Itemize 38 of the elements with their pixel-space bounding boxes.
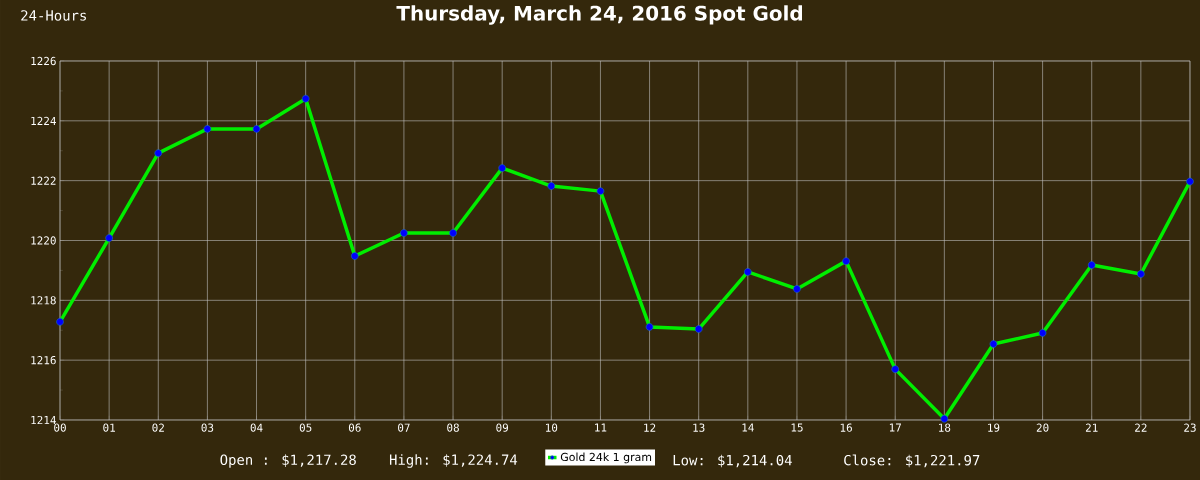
x-tick-label: 22 (1135, 423, 1147, 432)
x-tick-label: 15 (791, 423, 803, 432)
legend-label: Gold 24k 1 gram (560, 452, 652, 464)
y-tick-label: 1222 (31, 176, 56, 185)
x-tick-label: 18 (939, 423, 951, 432)
x-tick-label: 00 (54, 423, 66, 432)
x-tick-label: 03 (201, 423, 214, 432)
text: Low: $1,214.04 (673, 454, 792, 468)
x-tick-label: 23 (1184, 423, 1196, 432)
chart-title: Thursday, March 24, 2016 Spot Gold (396, 5, 802, 25)
x-tick-label: 02 (152, 423, 164, 432)
x-tick-label: 12 (644, 423, 656, 432)
text: Close: $1,221.97 (844, 454, 980, 468)
x-tick-label: 13 (693, 423, 705, 432)
x-tick-label: 08 (447, 423, 459, 432)
text: 24-Hours (21, 10, 86, 21)
text: High: $1,224.74 (389, 454, 518, 468)
x-tick-label: 17 (889, 423, 901, 432)
x-tick-label: 21 (1085, 423, 1098, 432)
x-tick-label: 01 (103, 423, 115, 432)
x-tick-label: 20 (1036, 423, 1049, 432)
y-tick-label: 1224 (31, 116, 56, 125)
x-tick-label: 05 (299, 423, 312, 432)
text: Open : $1,217.28 (220, 454, 356, 468)
x-tick-label: 16 (840, 423, 852, 432)
x-tick-label: 14 (742, 423, 754, 432)
y-tick-label: 1216 (31, 356, 56, 365)
x-tick-label: 07 (398, 423, 410, 432)
y-tick-label: 1218 (31, 296, 56, 305)
x-tick-label: 04 (250, 423, 263, 432)
y-tick-label: 1214 (31, 415, 56, 425)
x-tick-label: 06 (348, 423, 361, 432)
x-tick-label: 10 (546, 423, 558, 432)
x-tick-label: 11 (595, 423, 607, 432)
y-tick-label: 1220 (31, 236, 56, 245)
y-tick-label: 1226 (31, 56, 56, 66)
x-tick-label: 09 (496, 423, 509, 432)
x-tick-label: 19 (988, 423, 1000, 432)
